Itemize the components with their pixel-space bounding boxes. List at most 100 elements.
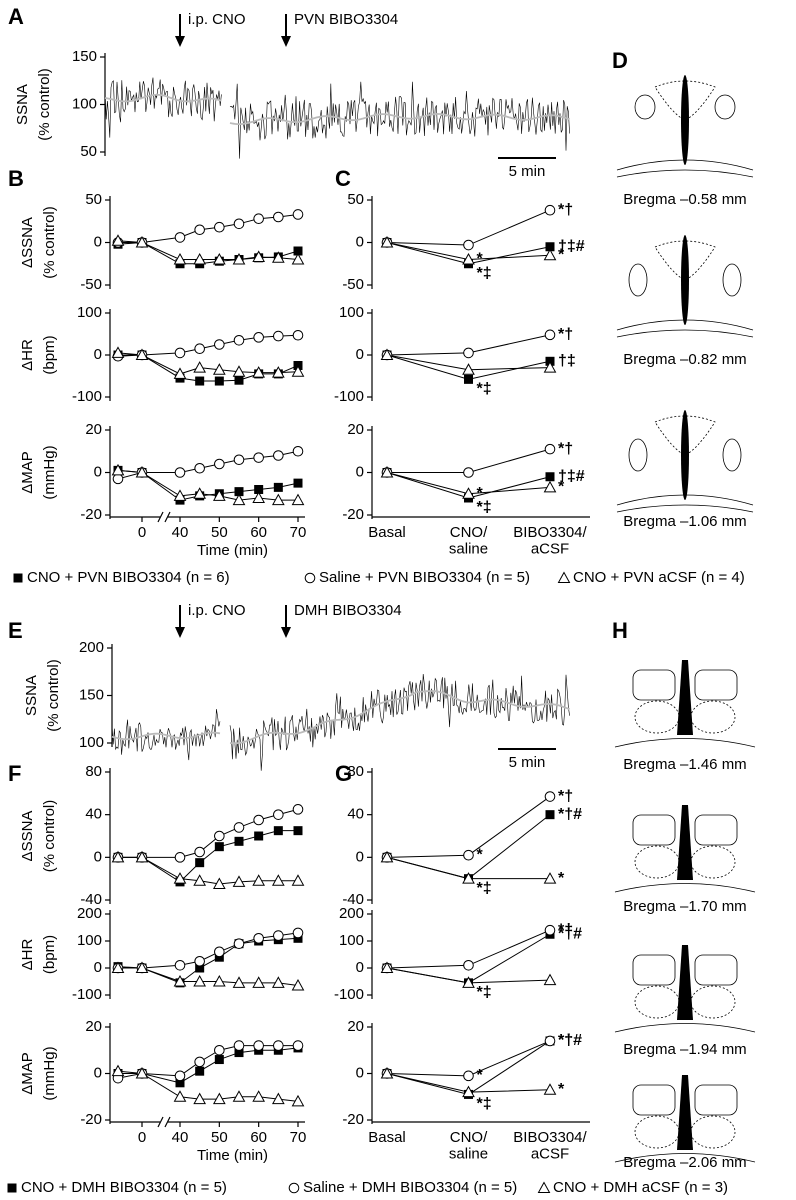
brain-section <box>614 660 756 748</box>
marker <box>173 1090 187 1102</box>
marker <box>111 463 125 476</box>
section-label: Bregma –1.70 mm <box>623 898 746 915</box>
y-axis-label: (mmHg) <box>41 445 58 499</box>
marker <box>212 489 226 501</box>
marker <box>233 1040 245 1051</box>
marker <box>254 485 264 494</box>
axis-break <box>157 1116 164 1128</box>
series-line <box>118 808 299 858</box>
marker <box>273 930 284 941</box>
y-tick-label: -20 <box>342 1111 364 1128</box>
ventricle <box>677 1075 693 1150</box>
series-line <box>117 937 299 984</box>
marker <box>234 1048 244 1058</box>
marker <box>273 211 284 223</box>
ventricle <box>681 75 689 165</box>
marker <box>174 852 186 863</box>
marker <box>462 976 475 988</box>
marker <box>380 1066 394 1079</box>
marker <box>291 1094 305 1107</box>
region <box>694 1084 738 1116</box>
marker <box>194 846 205 858</box>
legend-label: Saline + PVN BIBO3304 (n = 5) <box>319 569 530 586</box>
marker <box>193 1092 207 1105</box>
marker <box>253 213 264 224</box>
marker <box>292 1040 304 1051</box>
marker <box>232 493 246 506</box>
marker <box>273 482 283 492</box>
x-tick-label: CNO/saline <box>449 524 488 558</box>
significance-note: *‡ <box>477 880 492 897</box>
x-tick-label: 70 <box>290 524 307 541</box>
region <box>632 954 676 986</box>
marker <box>252 250 266 262</box>
y-tick-label: 200 <box>77 905 102 922</box>
marker <box>292 445 304 457</box>
significance-note: *† <box>558 326 573 343</box>
marker <box>195 1066 205 1076</box>
panel-label: D <box>612 48 628 73</box>
marker <box>212 363 226 375</box>
y-tick-label: -100 <box>72 388 102 405</box>
y-tick-label: -20 <box>80 1111 102 1128</box>
y-tick-label: 50 <box>347 191 364 208</box>
x-tick-label: Basal <box>368 1129 406 1146</box>
legend-symbol <box>557 571 571 583</box>
region <box>690 1115 736 1149</box>
panel-label: B <box>8 166 24 191</box>
y-axis-label: ΔMAP <box>19 451 36 494</box>
x-tick-label: Basal <box>368 524 406 541</box>
arrow-head <box>281 627 291 638</box>
panel-label: C <box>335 166 351 191</box>
marker <box>463 467 474 478</box>
significance-note: * <box>558 246 565 263</box>
marker <box>273 1040 284 1051</box>
x-tick-label: BIBO3304/aCSF <box>513 1129 587 1163</box>
significance-note: * <box>558 1081 565 1098</box>
section-label: Bregma –2.06 mm <box>623 1154 746 1171</box>
y-axis-label: ΔHR <box>19 938 36 970</box>
trace <box>104 77 222 138</box>
significance-note: *‡ <box>477 265 492 282</box>
x-tick-label: 70 <box>290 1129 307 1146</box>
marker <box>112 473 124 485</box>
y-tick-label: 100 <box>79 734 104 751</box>
outline <box>614 738 756 748</box>
arrow-head <box>175 627 185 638</box>
marker <box>234 487 244 497</box>
marker <box>214 946 225 958</box>
y-tick-label: -40 <box>80 891 102 908</box>
marker <box>545 810 555 820</box>
region <box>634 985 680 1019</box>
y-tick-label: 40 <box>347 806 364 823</box>
marker <box>193 874 207 886</box>
axis-break <box>164 511 171 523</box>
marker <box>174 960 186 971</box>
y-tick-label: 50 <box>80 143 97 160</box>
marker <box>212 252 226 265</box>
marker <box>291 365 305 377</box>
y-tick-label: 100 <box>339 932 364 949</box>
marker <box>232 252 246 265</box>
marker <box>174 347 186 359</box>
region <box>634 845 680 879</box>
y-tick-label: 150 <box>72 48 97 65</box>
marker <box>193 252 207 265</box>
marker <box>174 232 186 243</box>
marker <box>233 938 245 950</box>
y-axis-label: (% control) <box>41 206 58 279</box>
section-label: Bregma –0.58 mm <box>623 191 746 208</box>
outline <box>628 438 648 472</box>
trace <box>229 673 570 771</box>
marker <box>291 252 305 265</box>
marker <box>545 472 555 482</box>
y-tick-label: 100 <box>77 932 102 949</box>
marker <box>543 361 557 373</box>
series-line <box>386 933 551 984</box>
y-tick-label: 40 <box>85 806 102 823</box>
marker <box>462 872 475 884</box>
marker <box>173 872 187 884</box>
marker <box>253 933 264 944</box>
marker <box>544 329 556 341</box>
series-line <box>386 796 551 858</box>
